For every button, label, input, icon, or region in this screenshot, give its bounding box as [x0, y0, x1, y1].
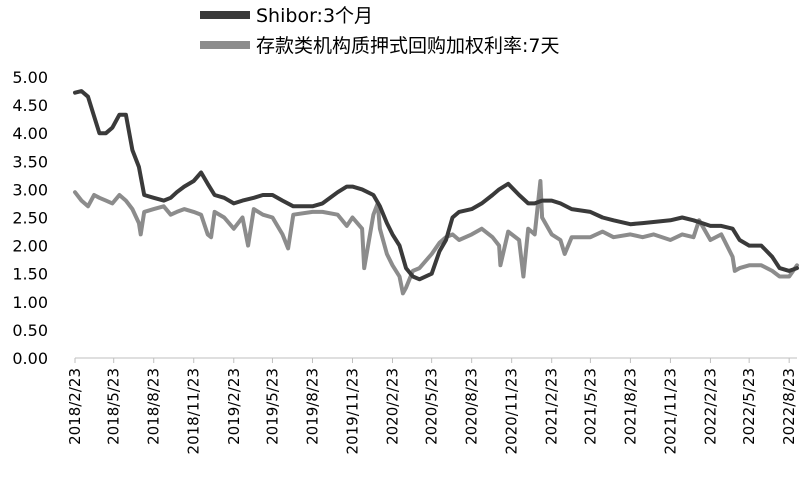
- series-line-shibor: [73, 89, 799, 282]
- y-tick-label: 3.00: [12, 180, 48, 199]
- y-tick-label: 0.00: [12, 349, 48, 368]
- x-tick-label: 2021/5/23: [581, 368, 599, 445]
- y-tick-label: 5.00: [12, 68, 48, 87]
- x-tick-label: 2018/2/23: [66, 368, 84, 445]
- x-tick-label: 2022/2/23: [701, 368, 719, 445]
- x-tick-label: 2022/8/23: [780, 368, 798, 445]
- series-layer: [73, 89, 799, 296]
- x-axis-ticks: 2018/2/23 2018/5/23 2018/8/23 2018/11/23 201…: [66, 358, 798, 454]
- legend-label-shibor: Shibor:3个月: [256, 5, 373, 27]
- x-tick-label: 2018/5/23: [105, 368, 123, 445]
- y-tick-label: 1.00: [12, 293, 48, 312]
- x-tick-label: 2020/8/23: [463, 368, 481, 445]
- x-tick-label: 2019/11/23: [343, 368, 361, 454]
- x-tick-label: 2020/5/23: [423, 368, 441, 445]
- x-tick-label: 2019/2/23: [225, 368, 243, 445]
- series-line-repo-rate: [73, 179, 799, 296]
- x-tick-label: 2019/5/23: [263, 368, 281, 445]
- y-tick-label: 3.50: [12, 152, 48, 171]
- x-tick-label: 2020/2/23: [384, 368, 402, 445]
- legend: Shibor:3个月 存款类机构质押式回购加权利率:7天: [200, 5, 560, 57]
- x-tick-label: 2019/8/23: [303, 368, 321, 445]
- y-tick-label: 4.00: [12, 124, 48, 143]
- x-tick-label: 2021/11/23: [661, 368, 679, 454]
- y-tick-label: 2.50: [12, 209, 48, 228]
- legend-label-repo-rate: 存款类机构质押式回购加权利率:7天: [256, 35, 560, 57]
- x-tick-label: 2021/8/23: [621, 368, 639, 445]
- x-tick-label: 2020/11/23: [503, 368, 521, 454]
- y-tick-label: 4.50: [12, 96, 48, 115]
- x-tick-label: 2018/8/23: [145, 368, 163, 445]
- y-tick-label: 2.00: [12, 237, 48, 256]
- x-tick-label: 2022/5/23: [740, 368, 758, 445]
- x-tick-label: 2021/2/23: [543, 368, 561, 445]
- x-tick-label: 2018/11/23: [185, 368, 203, 454]
- y-tick-label: 0.50: [12, 321, 48, 340]
- y-axis-ticks: 0.00 0.50 1.00 1.50 2.00 2.50 3.00 3.50 4.00 4.50…: [12, 68, 48, 368]
- y-tick-label: 1.50: [12, 265, 48, 284]
